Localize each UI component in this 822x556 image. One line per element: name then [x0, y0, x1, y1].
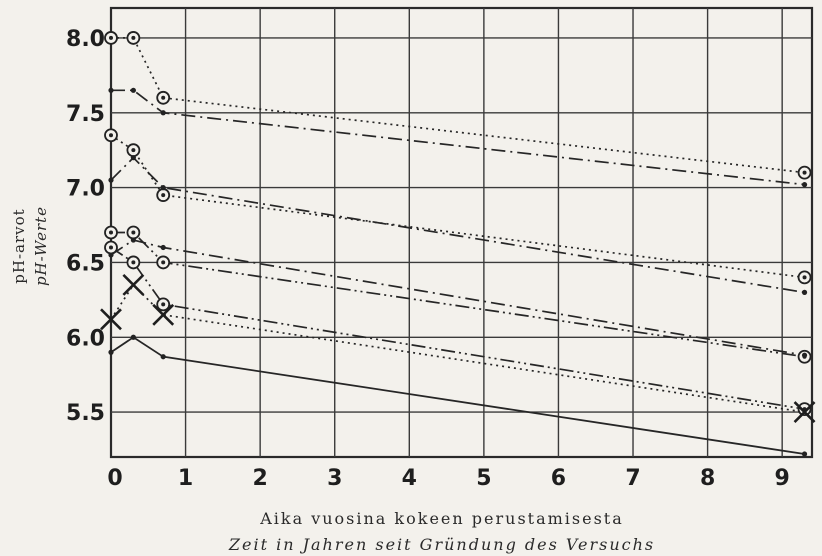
- data-point-cross: [122, 273, 145, 296]
- series-line-3: [110, 134, 805, 279]
- y-tick-label: 8.0: [66, 27, 105, 52]
- data-point-cross: [100, 308, 122, 331]
- series-line-2: [111, 89, 805, 186]
- x-tick-label: 0: [107, 466, 122, 491]
- x-tick-label: 4: [402, 466, 417, 491]
- series-line-4: [110, 156, 805, 294]
- x-tick-label: 3: [327, 466, 342, 491]
- data-point-dot: [160, 110, 166, 116]
- data-point-dot: [108, 177, 114, 183]
- data-point-circle: [797, 270, 812, 285]
- series-layer: [110, 37, 805, 455]
- data-point-circle: [156, 188, 171, 202]
- data-point-dot: [130, 334, 136, 340]
- x-tick-label: 7: [625, 466, 640, 491]
- x-tick-label: 1: [178, 466, 193, 491]
- data-point-dot: [130, 87, 136, 93]
- data-point-cross: [152, 303, 175, 326]
- data-point-cross: [793, 401, 816, 424]
- x-tick-label: 9: [775, 466, 790, 491]
- data-point-circle: [104, 128, 118, 143]
- data-point-dot: [108, 87, 114, 93]
- y-tick-label: 6.0: [66, 326, 105, 351]
- data-point-dot: [801, 352, 808, 358]
- series-line-9: [110, 336, 805, 455]
- x-tick-label: 6: [551, 466, 566, 491]
- y-tick-label: 6.5: [66, 251, 105, 276]
- y-tick-label: 5.5: [66, 401, 105, 426]
- data-point-dot: [801, 182, 808, 188]
- data-point-dot: [108, 349, 114, 355]
- y-tick-label: 7.0: [66, 177, 105, 202]
- x-axis-label-sub: Zeit in Jahren seit Gründung des Versuch…: [228, 535, 655, 554]
- x-tick-label: 5: [476, 466, 491, 491]
- x-axis-label: Aika vuosina kokeen perustamisesta: [259, 509, 624, 528]
- data-point-circle: [126, 255, 141, 270]
- y-axis-label: pH-arvot: [10, 208, 28, 283]
- data-point-dot: [160, 185, 166, 191]
- data-point-circle: [156, 255, 171, 270]
- data-point-circle: [104, 225, 118, 240]
- y-axis-label-sub: pH-Werte: [32, 206, 50, 286]
- x-tick-label: 2: [252, 466, 267, 491]
- data-point-dot: [160, 244, 166, 251]
- tick-labels: 0 1 2 3 4 5 6 7 8 9 5.5 6.0 6.5 7.0 7.5 8.0: [66, 27, 790, 491]
- marker-layer: [100, 31, 816, 457]
- x-tick-label: 8: [700, 466, 715, 491]
- series-line-1: [111, 37, 805, 174]
- data-point-circle: [156, 90, 171, 105]
- data-point-dot: [160, 354, 166, 360]
- data-point-circle: [104, 31, 118, 45]
- y-tick-label: 7.5: [66, 102, 105, 127]
- plot-frame: [109, 6, 814, 459]
- series-line-7: [110, 246, 805, 410]
- data-point-dot: [801, 451, 808, 457]
- series-line-8: [110, 283, 805, 413]
- data-point-circle: [156, 297, 171, 312]
- data-point-dot: [801, 289, 808, 295]
- series-line-6: [110, 239, 805, 357]
- data-point-circle: [797, 165, 812, 180]
- data-point-circle: [126, 143, 141, 158]
- grid: [109, 6, 814, 459]
- data-point-circle: [126, 225, 141, 240]
- data-point-circle: [104, 240, 118, 255]
- data-point-dot: [130, 155, 136, 161]
- data-point-circle: [126, 31, 141, 45]
- series-line-5: [111, 231, 805, 358]
- data-point-dot: [130, 237, 136, 243]
